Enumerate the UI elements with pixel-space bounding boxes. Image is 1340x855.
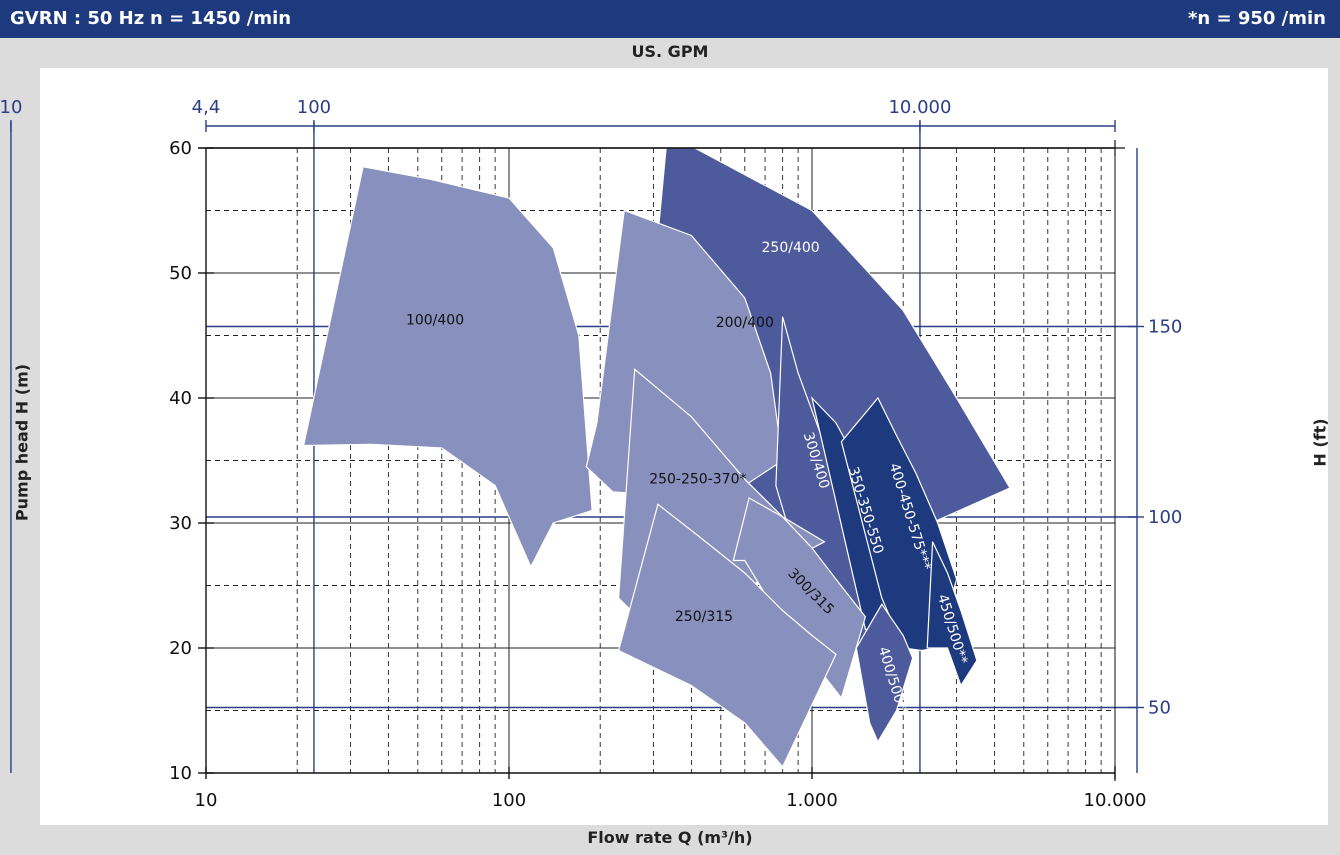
y2-tick-label: 100 — [1148, 507, 1182, 528]
zone-label: 250/315 — [675, 609, 733, 625]
y-tick-label: 10 — [169, 763, 192, 784]
zone-label: 200/400 — [716, 315, 774, 331]
x2-tick-label: 100 — [297, 97, 331, 118]
zone-label: 250/400 — [762, 240, 820, 256]
zones-group: 100/400250/400200/400300/400250-250-370*… — [302, 147, 1011, 768]
zone-100-400 — [302, 166, 593, 569]
speed-label: n = 1450 /min — [150, 8, 292, 29]
alt-speed-label: *n = 950 /min — [1188, 8, 1326, 29]
x2-tick-label: 4,4 — [192, 97, 221, 118]
y-tick-label: 20 — [169, 638, 192, 659]
y-tick-label: 30 — [169, 513, 192, 534]
zone-250-315 — [617, 503, 837, 768]
x-tick-label: 1.000 — [786, 790, 838, 811]
zone-450-500- — [926, 541, 978, 687]
y2-tick-label: 50 — [1148, 698, 1171, 719]
axes-group: 4,4 10 100 10.000 50 100 150 10 100 1.000 10.000 10… — [0, 97, 1182, 811]
chart-header-bar: GVRN : 50 Hz n = 1450 /min *n = 950 /min — [0, 0, 1340, 38]
y2-tick-label: 150 — [1148, 317, 1182, 338]
frequency-label: GVRN : 50 Hz — [10, 8, 145, 29]
x2-tick-label: 10.000 — [888, 97, 951, 118]
x-tick-label: 10 — [195, 790, 218, 811]
x-tick-label: 100 — [492, 790, 526, 811]
x2-axis-title: US. GPM — [631, 42, 709, 61]
y-tick-label: 40 — [169, 388, 192, 409]
zone-label: 250-250-370* — [649, 471, 746, 487]
x-axis-title: Flow rate Q (m³/h) — [587, 828, 753, 847]
x-tick-label: 10.000 — [1084, 790, 1147, 811]
x2-tick-label: 10 — [0, 97, 22, 118]
y-tick-label: 50 — [169, 263, 192, 284]
y-tick-label: 60 — [169, 138, 192, 159]
zone-label: 100/400 — [406, 313, 464, 329]
zone-400-500- — [855, 603, 914, 744]
